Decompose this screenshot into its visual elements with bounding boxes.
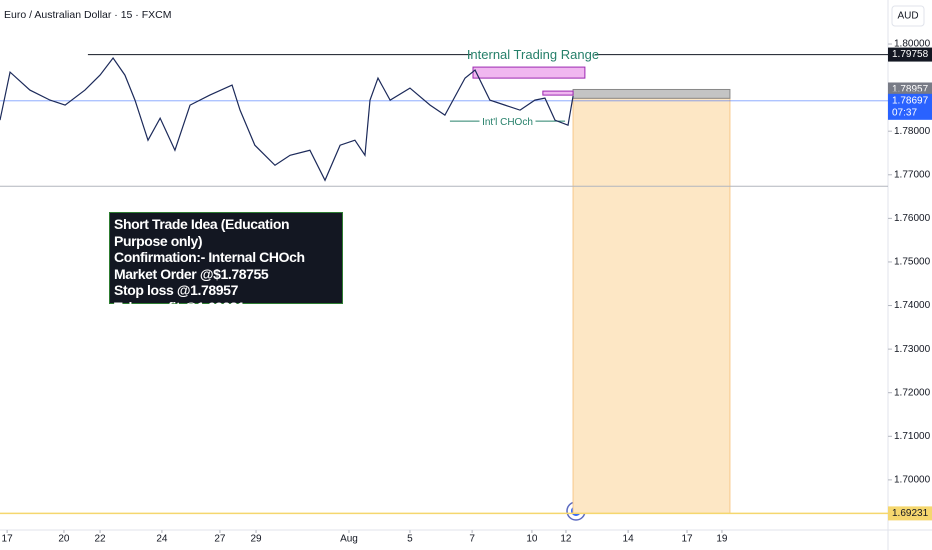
price-line-series: [0, 57, 574, 182]
chart-title: Euro / Australian Dollar · 15 · FXCM: [4, 9, 171, 21]
y-tick-label: 1.74000: [894, 300, 931, 311]
x-tick-label: 24: [156, 534, 168, 545]
y-tick-label: 1.77000: [894, 169, 931, 180]
choch-label: Int'l CHOch: [482, 117, 533, 128]
x-tick-label: 17: [2, 534, 14, 545]
stop-zone: [572, 88, 731, 99]
choch-label-bg: [479, 115, 536, 128]
note-line: Confirmation:- Internal CHOch: [114, 249, 305, 265]
note-line: Short Trade Idea (Education Purpose only…: [114, 216, 290, 249]
x-tick-label: 5: [407, 534, 413, 545]
note-line: Stop loss @1.78957: [114, 282, 238, 298]
trade-note: Short Trade Idea (Education Purpose only…: [109, 212, 343, 315]
y-tick-label: 1.71000: [894, 431, 931, 442]
y-tick-label: 1.70000: [894, 475, 931, 486]
x-tick-label: 19: [716, 534, 728, 545]
countdown: 07:37: [892, 107, 917, 118]
range-label: Internal Trading Range: [467, 47, 599, 62]
supply-zone: [472, 66, 586, 79]
range-label-bg: [470, 46, 595, 63]
y-tick-label: 1.72000: [894, 387, 931, 398]
x-tick-label: 20: [58, 534, 70, 545]
target-zone: [572, 97, 731, 514]
currency[interactable]: AUD: [897, 11, 918, 22]
price-label-bg: [888, 47, 932, 62]
price-label: 1.79758: [892, 49, 929, 60]
note-line: Market Order @$1.78755: [114, 265, 269, 282]
x-tick-label: 7: [469, 534, 475, 545]
x-tick-label: Aug: [340, 534, 358, 545]
x-tick-label: 29: [250, 534, 262, 545]
price-label: 1.69231: [892, 508, 929, 519]
y-tick-label: 1.73000: [894, 344, 931, 355]
price-label: 1.78957: [892, 84, 929, 95]
currency-button[interactable]: [891, 5, 925, 27]
y-tick-label: 1.80000: [894, 39, 931, 50]
x-tick-label: 12: [560, 534, 572, 545]
x-tick-label: 14: [623, 534, 635, 545]
y-tick-label: 1.75000: [894, 257, 931, 268]
price-label: 1.78697: [892, 95, 929, 106]
x-tick-label: 27: [214, 534, 226, 545]
x-tick-label: 22: [94, 534, 106, 545]
x-tick-label: 10: [526, 534, 538, 545]
price-label-bg: [888, 506, 932, 521]
note-line: Take profit @1.69231: [114, 298, 245, 315]
x-tick-label: 17: [681, 534, 693, 545]
y-tick-label: 1.76000: [894, 213, 931, 224]
y-tick-label: 1.78000: [894, 126, 931, 137]
supply-zone: [542, 90, 574, 96]
price-label-bg: [888, 93, 932, 120]
